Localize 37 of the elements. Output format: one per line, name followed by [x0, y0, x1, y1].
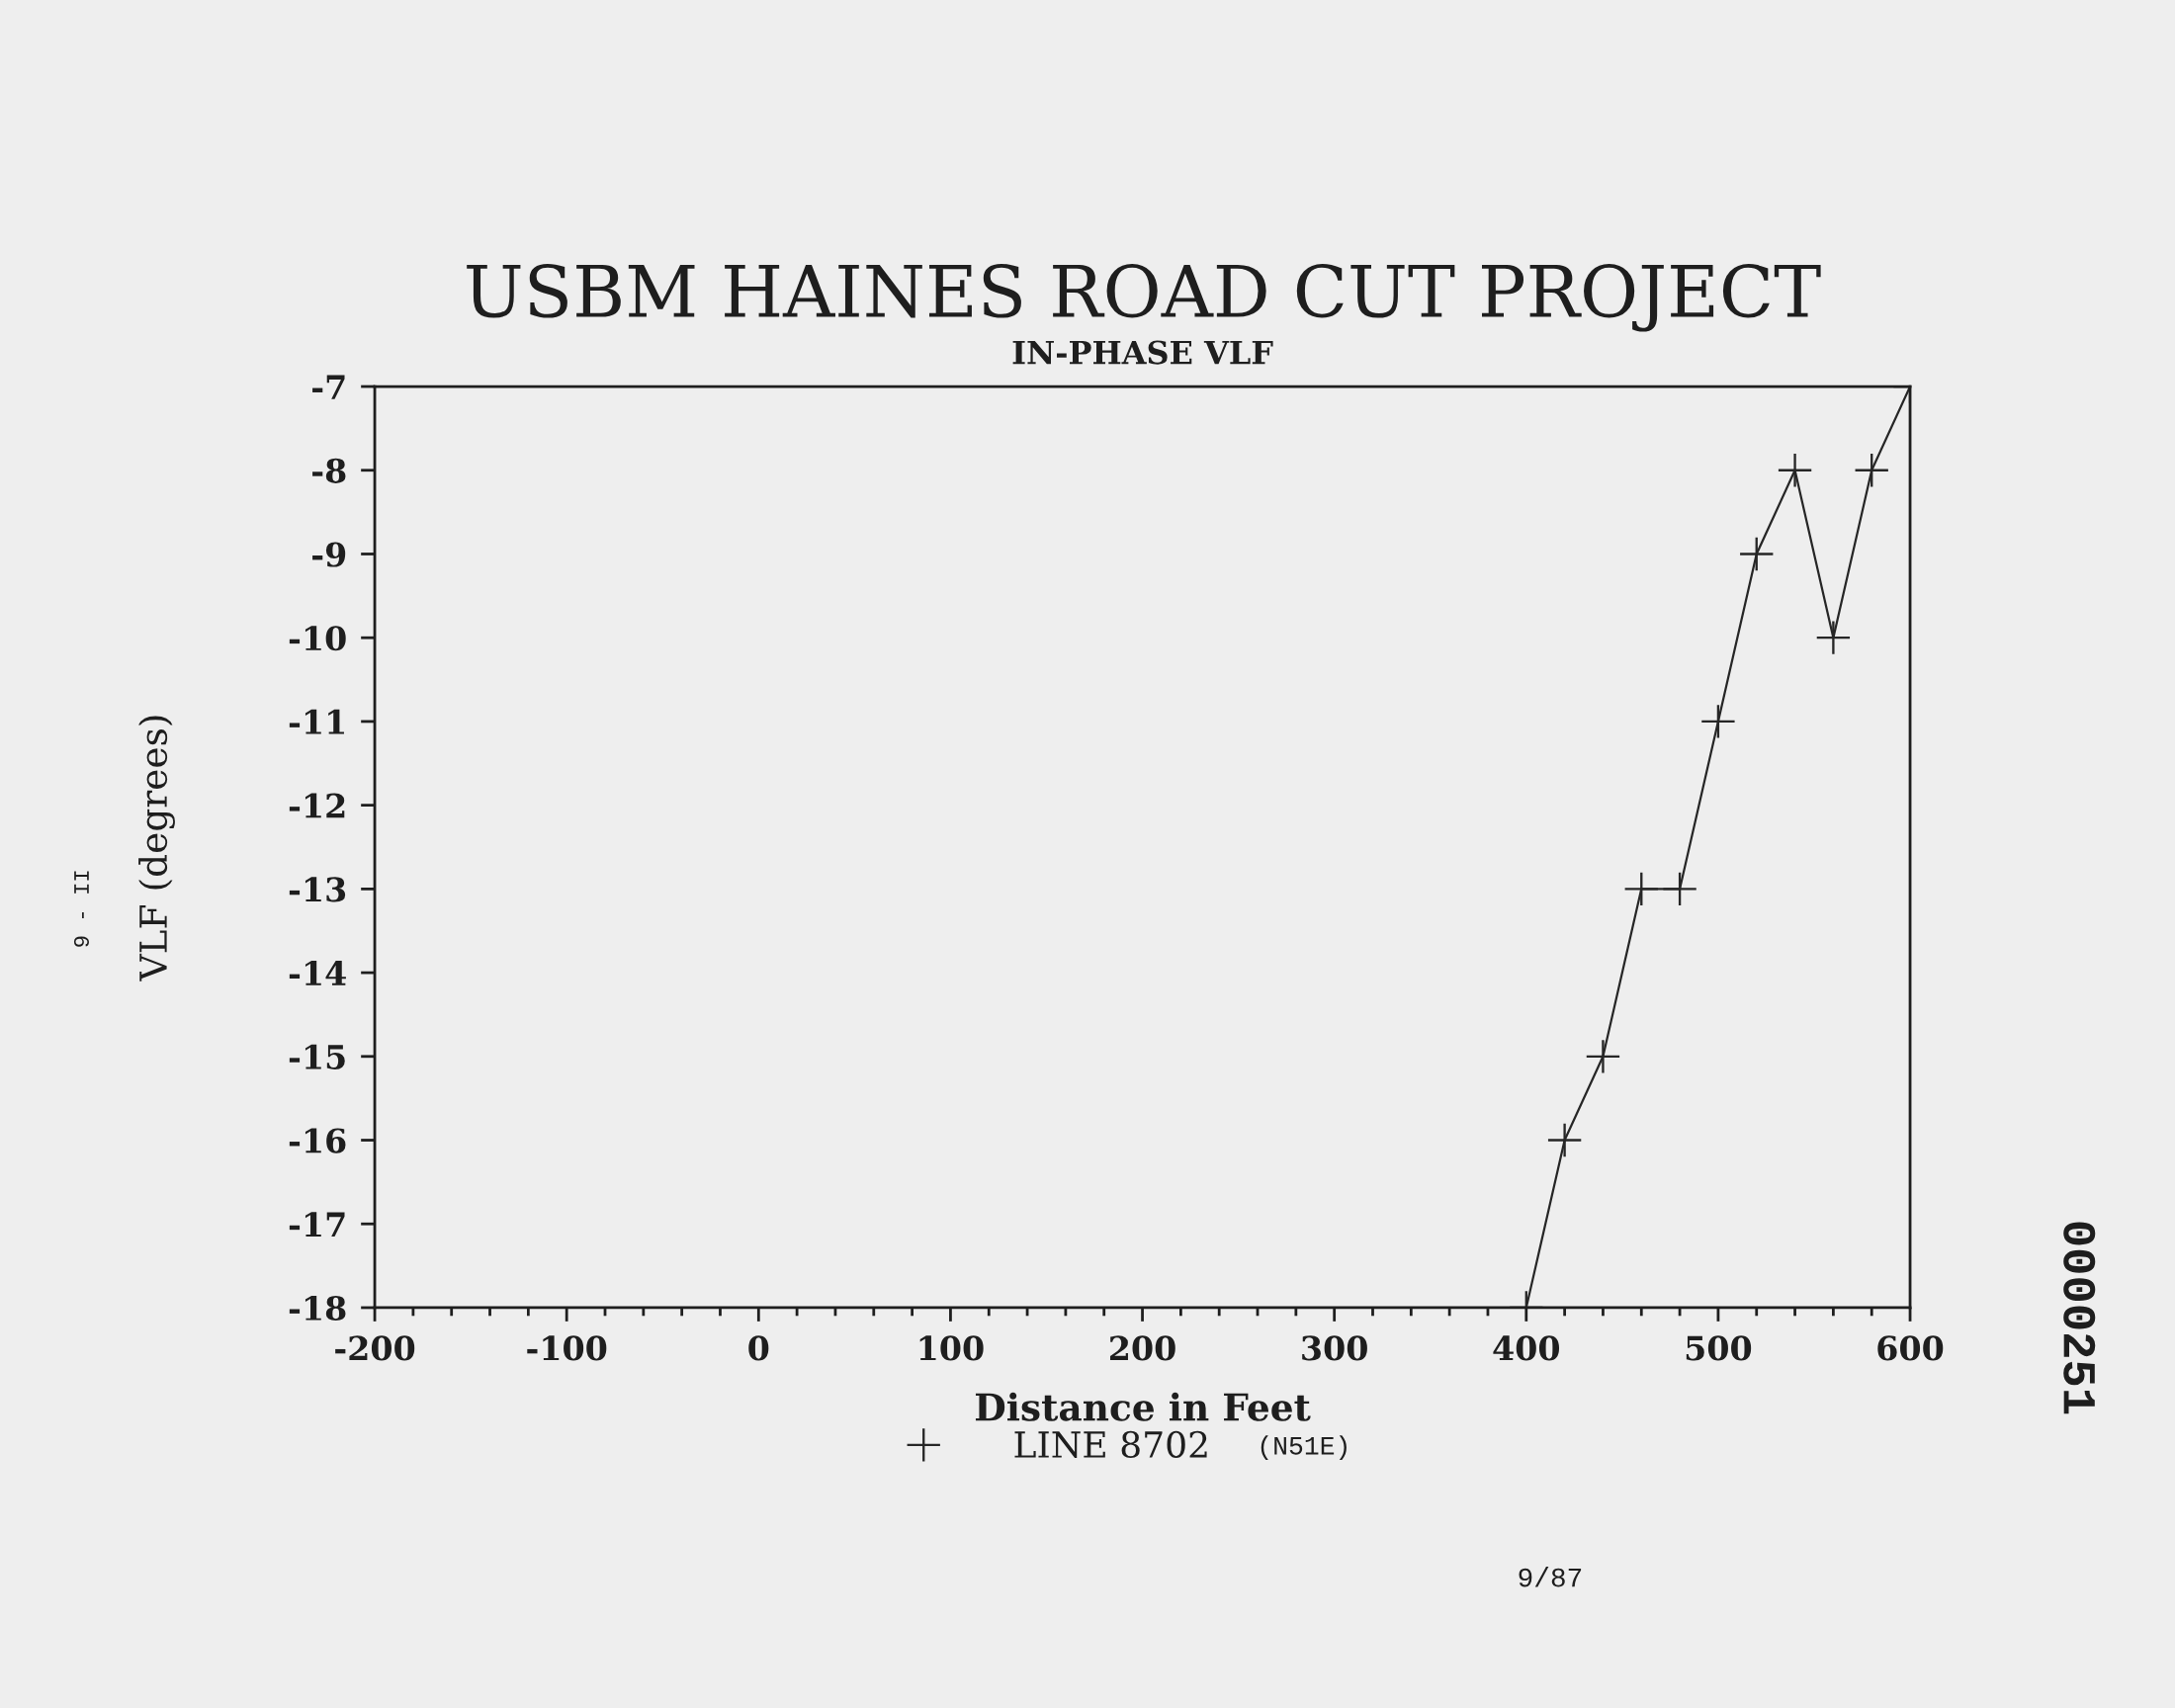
y-tick-label: -15 [289, 1044, 345, 1069]
point [1586, 1040, 1620, 1073]
chart-subtitle: IN-PHASE VLF [1012, 340, 1273, 365]
point [1778, 454, 1812, 487]
x-tick-label: 200 [1109, 1335, 1175, 1361]
x-tick-label: 300 [1302, 1335, 1367, 1361]
legend-label: LINE 8702 [1014, 1430, 1207, 1459]
point [1740, 537, 1774, 571]
chart-title: USBM HAINES ROAD CUT PROJECT [467, 263, 1821, 332]
y-tick-label: -16 [289, 1128, 346, 1153]
point [1663, 872, 1696, 906]
text: 9 - II [73, 871, 90, 947]
x-tick-label: 100 [919, 1335, 984, 1361]
x-axis-title: Distance in Feet [975, 1392, 1311, 1421]
y-tick-label: -14 [289, 961, 346, 985]
y-tick-label: -11 [289, 709, 344, 734]
y-axis-title: VLF (degrees) [138, 716, 175, 982]
y-tick-label: -7 [312, 375, 345, 399]
x-tick-label: 0 [748, 1335, 769, 1361]
text: 0000251 [2063, 1222, 2096, 1414]
text: (N51E) [1261, 1435, 1347, 1460]
y-tick-label: -12 [289, 793, 345, 818]
text: 9/87 [1519, 1567, 1582, 1587]
x-tick-label: -100 [527, 1335, 607, 1361]
x-tick-label: 500 [1686, 1335, 1752, 1361]
y-tick-label: -10 [289, 626, 346, 651]
point [1547, 1123, 1582, 1157]
x-tick-label: 400 [1493, 1335, 1560, 1361]
point [1816, 621, 1851, 654]
y-tick-label: -13 [289, 877, 346, 902]
y-tick-label: -18 [289, 1295, 346, 1322]
y-tick-label: -8 [312, 458, 346, 483]
x-tick-label: -200 [335, 1335, 415, 1361]
y-tick-label: -9 [312, 542, 346, 567]
x-tick-label: 600 [1877, 1335, 1944, 1361]
point [1624, 872, 1658, 906]
y-tick-label: -17 [289, 1212, 345, 1237]
